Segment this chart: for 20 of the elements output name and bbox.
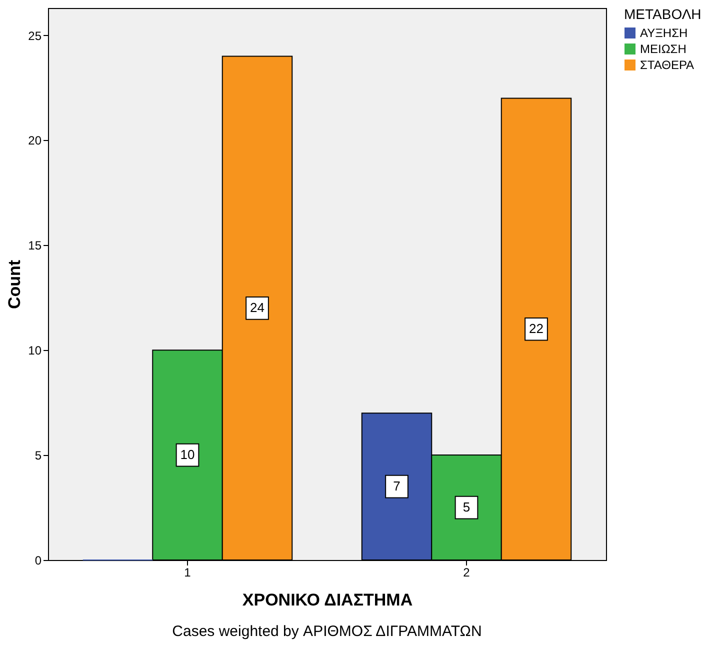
x-axis-title: ΧΡΟΝΙΚΟ ΔΙΑΣΤΗΜΑ [242,590,413,610]
y-tick-label: 20 [28,134,42,148]
data-label: 5 [462,500,470,515]
text: Cases weighted by ΑΡΙΘΜΟΣ ΔΙΓΡΑΜΜΑΤΩΝ [172,623,482,640]
legend-label: ΣΤΑΘΕΡΑ [640,58,694,72]
x-tick-label: 2 [463,566,470,580]
data-label: 24 [250,300,264,316]
legend-label: ΜΕΙΩΣΗ [640,42,686,56]
y-tick-label: 15 [28,238,42,253]
y-tick-label: 10 [28,344,42,358]
data-label: 10 [180,447,195,462]
y-tick-label: 5 [34,448,42,463]
y-axis-title: Count [5,260,24,310]
y-tick-label: 0 [34,554,42,568]
x-tick-label: 1 [184,566,192,580]
y-tick-label: 25 [28,28,42,43]
data-label: 7 [393,478,400,494]
legend-label: ΑΥΞΗΣΗ [640,26,688,40]
legend-title: ΜΕΤΑΒΟΛΗ [624,6,702,22]
data-label: 22 [529,321,544,336]
